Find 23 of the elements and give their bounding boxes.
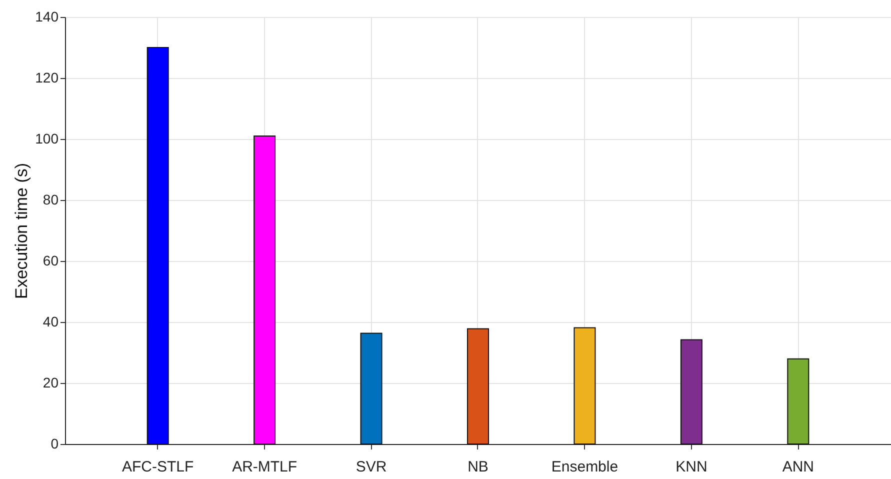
y-tick-label: 120 xyxy=(35,70,59,86)
y-axis-title: Execution time (s) xyxy=(12,162,32,300)
x-tick-label: AFC-STLF xyxy=(122,458,194,476)
x-tick-label: ANN xyxy=(782,458,814,476)
y-tick-label: 80 xyxy=(42,192,59,208)
y-tick-label: 0 xyxy=(50,436,59,452)
bar xyxy=(680,339,702,444)
x-tick-label: Ensemble xyxy=(551,458,618,476)
x-tick-label: AR-MTLF xyxy=(232,458,298,476)
bar xyxy=(467,328,489,444)
x-tick-label: KNN xyxy=(676,458,708,476)
y-tick-label: 40 xyxy=(42,314,59,330)
bar xyxy=(574,327,596,444)
bar xyxy=(360,332,382,444)
bar xyxy=(787,358,810,444)
y-tick-label: 60 xyxy=(42,252,59,268)
y-tick-label: 20 xyxy=(42,374,59,390)
y-tick-label: 100 xyxy=(35,130,59,146)
x-tick-label: NB xyxy=(468,458,488,476)
bar xyxy=(254,135,276,444)
bar xyxy=(146,47,169,444)
y-tick-label: 140 xyxy=(35,8,59,24)
x-tick-label: SVR xyxy=(356,458,387,476)
